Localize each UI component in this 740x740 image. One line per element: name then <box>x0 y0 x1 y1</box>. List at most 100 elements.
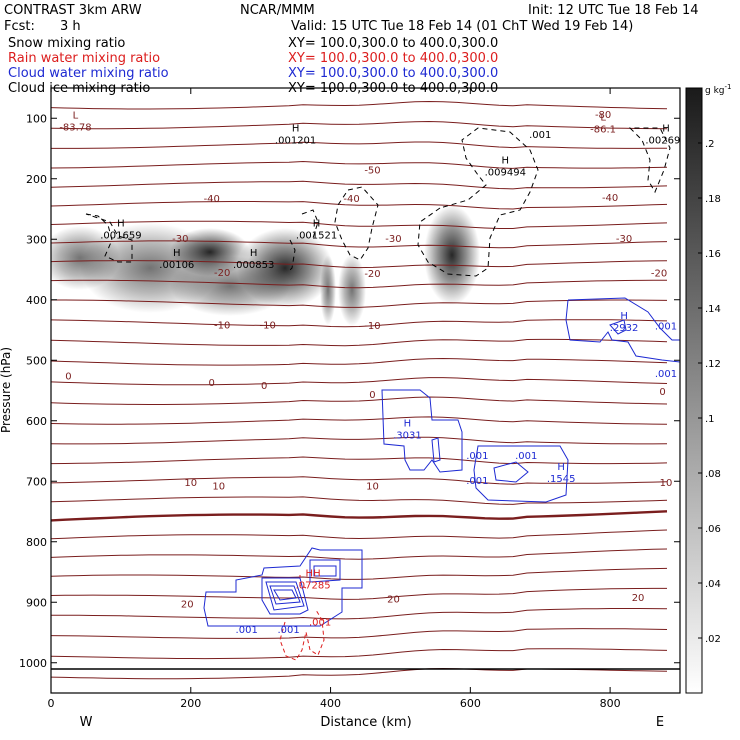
extremum-value: .001659 <box>100 230 141 241</box>
temperature-contour-line <box>51 120 668 130</box>
temperature-contour-line <box>51 567 668 580</box>
temperature-label: 10 <box>212 481 225 492</box>
temperature-contour-line <box>51 260 668 269</box>
temperature-label: -30 <box>385 234 401 245</box>
extremum-mark: H <box>404 419 412 430</box>
y-tick-label: 200 <box>26 173 47 186</box>
contour-extrema-labels: L-83.78L-86.1H.001201.001H.002693H.00949… <box>59 111 686 636</box>
temperature-contour-line <box>51 357 668 366</box>
temperature-label: -10 <box>259 321 275 332</box>
colorbar-tick-label: .04 <box>705 579 721 590</box>
east-end-label: E <box>656 715 664 730</box>
y-tick-label: 600 <box>26 415 47 428</box>
extremum-mark: H <box>313 218 321 229</box>
extremum-mark: L <box>600 112 606 123</box>
extremum-mark: L <box>73 111 79 122</box>
temperature-contour-line <box>51 510 668 522</box>
temperature-contour-line <box>51 240 668 249</box>
colorbar-tick-label: .2 <box>705 139 715 150</box>
extremum-value: .001 <box>529 130 551 141</box>
y-tick-label: 100 <box>26 112 47 125</box>
temperature-contour-line <box>51 141 668 149</box>
extremum-value: .001 <box>655 369 677 380</box>
temperature-contour-line <box>51 396 668 405</box>
extremum-value: .001 <box>515 451 537 462</box>
temperature-contour-line <box>51 220 668 229</box>
extremum-mark: H <box>292 123 300 134</box>
temperature-label: 0 <box>369 390 375 401</box>
extremum-mark: H <box>502 155 510 166</box>
cloud-water-contours <box>203 297 680 627</box>
temperature-label: -20 <box>364 269 380 280</box>
extremum-value: .001 <box>309 618 331 629</box>
extremum-value: .1545 <box>547 474 576 485</box>
temperature-label: 10 <box>184 478 197 489</box>
temperature-contour-line <box>51 496 668 505</box>
temperature-contour-line <box>51 548 668 560</box>
x-tick-label: 600 <box>460 697 481 710</box>
extremum-mark: H <box>557 462 565 473</box>
temperature-contour-line <box>51 299 668 308</box>
temperature-label: -20 <box>214 268 230 279</box>
colorbar-tick-label: .14 <box>705 304 721 315</box>
temperature-label: 20 <box>181 599 194 610</box>
plot-frame <box>50 87 681 694</box>
temperature-contour-line <box>51 648 668 660</box>
extremum-value: .009494 <box>485 167 526 178</box>
temperature-label: -50 <box>364 166 380 177</box>
colorbar-tick-label: .06 <box>705 524 721 535</box>
y-tick-label: 900 <box>26 596 47 609</box>
temperature-label: -10 <box>214 321 230 332</box>
extremum-value: .001521 <box>296 230 337 241</box>
temperature-contour-line <box>51 529 668 540</box>
y-tick-label: 500 <box>26 354 47 367</box>
extremum-mark: H <box>250 248 258 259</box>
temperature-label: -40 <box>602 193 618 204</box>
colorbar-scale <box>685 87 703 694</box>
extremum-value: .001 <box>277 625 299 636</box>
temperature-label: 20 <box>387 595 400 606</box>
field-xy-cloud-water: XY= 100.0,300.0 to 400.0,300.0 <box>288 66 499 81</box>
field-xy-snow: XY= 100.0,300.0 to 400.0,300.0 <box>288 36 499 51</box>
field-xy-rain: XY= 100.0,300.0 to 400.0,300.0 <box>288 51 499 66</box>
temperature-contour-line <box>51 338 668 347</box>
west-end-label: W <box>80 715 93 730</box>
temperature-label: -10 <box>364 321 380 332</box>
temperature-label: -30 <box>616 234 632 245</box>
forecast-label: Fcst: <box>4 19 35 34</box>
extremum-value: .001201 <box>275 135 316 146</box>
temperature-label: -20 <box>651 269 667 280</box>
extremum-value: .002693 <box>645 135 686 146</box>
y-tick-label: 700 <box>26 475 47 488</box>
temperature-contour-line <box>51 587 667 600</box>
colorbar-tick-label: .1 <box>705 414 715 425</box>
colorbar-tick-label: .16 <box>705 249 721 260</box>
temperature-contour-line <box>51 476 668 485</box>
extremum-value: .07285 <box>296 581 331 592</box>
x-tick-label: 800 <box>600 697 621 710</box>
temperature-contour-line <box>51 377 668 386</box>
temperature-label: 10 <box>366 481 379 492</box>
y-tick-label: 1000 <box>19 657 47 670</box>
colorbar-tick-label: .12 <box>705 359 721 370</box>
field-name-rain: Rain water mixing ratio <box>8 51 161 66</box>
colorbar: g kg-1 .2 .18 .16 .14 .12 .1 .08 .06 .04 .02 <box>685 83 731 694</box>
extremum-mark: HH <box>306 569 321 580</box>
init-time: Init: 12 UTC Tue 18 Feb 14 <box>528 3 699 18</box>
temperature-contour-line <box>51 436 668 445</box>
temperature-contour-line <box>51 279 667 289</box>
x-tick-label: 0 <box>48 697 55 710</box>
temperature-contour-line <box>51 160 668 169</box>
colorbar-tick-label: .02 <box>705 634 721 645</box>
forecast-hours: 3 h <box>60 19 81 34</box>
temperature-contour-line <box>51 608 668 620</box>
temperature-label: 20 <box>632 593 645 604</box>
y-tick-label: 400 <box>26 294 47 307</box>
temperature-contour-line <box>51 100 668 110</box>
extremum-mark: H <box>117 218 125 229</box>
extremum-value: -86.1 <box>590 124 616 135</box>
temperature-label: 10 <box>660 478 673 489</box>
extremum-value: -83.78 <box>59 123 91 134</box>
